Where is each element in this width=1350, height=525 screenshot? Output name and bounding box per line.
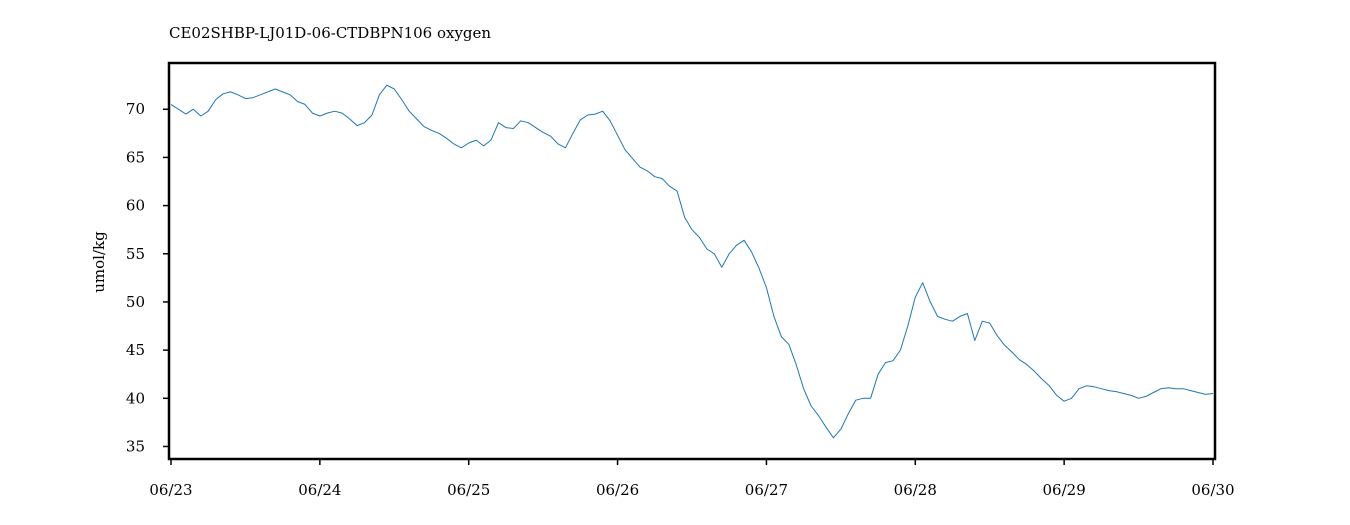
x-tick-label: 06/30 — [1191, 481, 1234, 499]
y-tick-label: 70 — [126, 100, 145, 118]
plot-area — [170, 84, 1214, 439]
y-tick-label: 60 — [126, 197, 145, 215]
y-tick-label: 65 — [126, 148, 145, 166]
x-tick-label: 06/25 — [447, 481, 490, 499]
x-tick-label: 06/23 — [149, 481, 192, 499]
x-tick-label: 06/24 — [298, 481, 341, 499]
y-tick-label: 35 — [126, 437, 145, 455]
y-tick-label: 50 — [126, 293, 145, 311]
x-axis: 06/23 06/24 06/25 06/26 06/27 06/28 06/29 06/30 — [149, 459, 1235, 499]
x-tick-label: 06/27 — [745, 481, 788, 499]
plot-frame — [167, 61, 1217, 461]
y-tick-label: 55 — [126, 245, 145, 263]
oxygen-series-line — [170, 84, 1214, 439]
y-axis-label: umol/kg — [90, 231, 108, 293]
x-tick-label: 06/26 — [596, 481, 639, 499]
y-tick-label: 45 — [126, 341, 145, 359]
x-tick-label: 06/29 — [1043, 481, 1086, 499]
y-axis: 35 40 45 50 55 60 65 70 — [126, 100, 169, 455]
y-tick-label: 40 — [126, 389, 145, 407]
x-tick-label: 06/28 — [894, 481, 937, 499]
chart-title: CE02SHBP-LJ01D-06-CTDBPN106 oxygen — [169, 24, 491, 42]
